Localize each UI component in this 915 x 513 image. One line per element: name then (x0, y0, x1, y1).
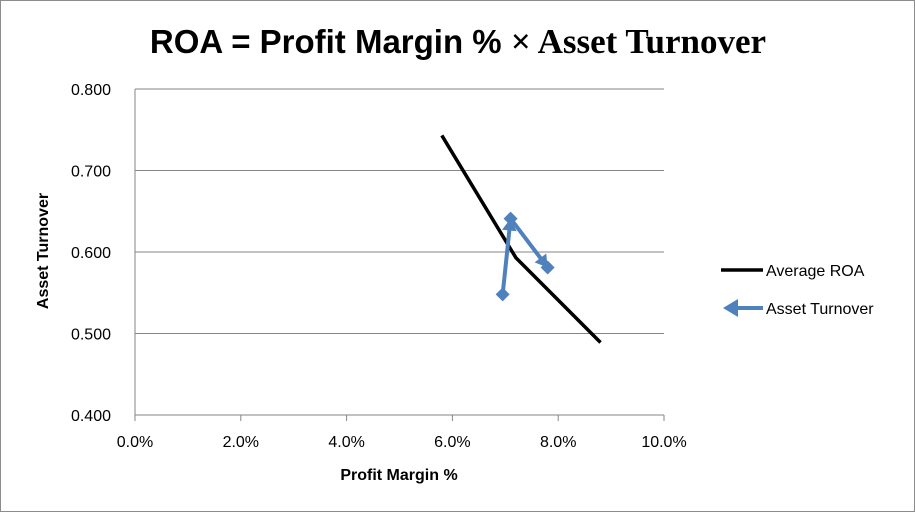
x-tick-label: 2.0% (223, 434, 259, 451)
legend-label-asset-turnover: Asset Turnover (766, 301, 874, 318)
x-tick-label: 0.0% (117, 434, 153, 451)
series-average-roa-line (440, 134, 602, 344)
data-point-marker (540, 260, 555, 275)
axes (134, 89, 665, 421)
series-segment (508, 216, 544, 262)
y-tick-label: 0.500 (71, 327, 111, 344)
series-asset-turnover (495, 211, 555, 302)
gridlines (135, 88, 664, 334)
x-tick-label: 6.0% (434, 434, 470, 451)
data-point-marker (503, 211, 518, 226)
x-tick-label: 8.0% (540, 434, 576, 451)
chart-title-times: × Asset Turnover (511, 22, 766, 61)
legend: Average ROA Asset Turnover (721, 263, 874, 318)
chart-title-main: ROA = Profit Margin % (150, 23, 511, 60)
y-tick-label: 0.800 (71, 82, 111, 99)
legend-arrow-icon (723, 299, 738, 317)
x-axis-title: Profit Margin % (340, 467, 457, 484)
x-tick-label: 4.0% (328, 434, 364, 451)
y-axis-title: Asset Turnover (35, 193, 52, 309)
x-tick-label: 10.0% (641, 434, 686, 451)
legend-label-average-roa: Average ROA (766, 263, 865, 280)
chart-title: ROA = Profit Margin % × Asset Turnover (150, 22, 766, 61)
data-point-marker (495, 287, 510, 302)
arrow-head (502, 218, 517, 232)
series-segment (500, 226, 512, 297)
series-layer (440, 134, 602, 344)
y-tick-label: 0.400 (71, 408, 111, 425)
tick-labels: 0.400 0.500 0.600 0.700 0.800 0.0% 2.0% 4.0% 6.0… (71, 82, 687, 451)
y-tick-label: 0.700 (71, 164, 111, 181)
y-tick-label: 0.600 (71, 245, 111, 262)
